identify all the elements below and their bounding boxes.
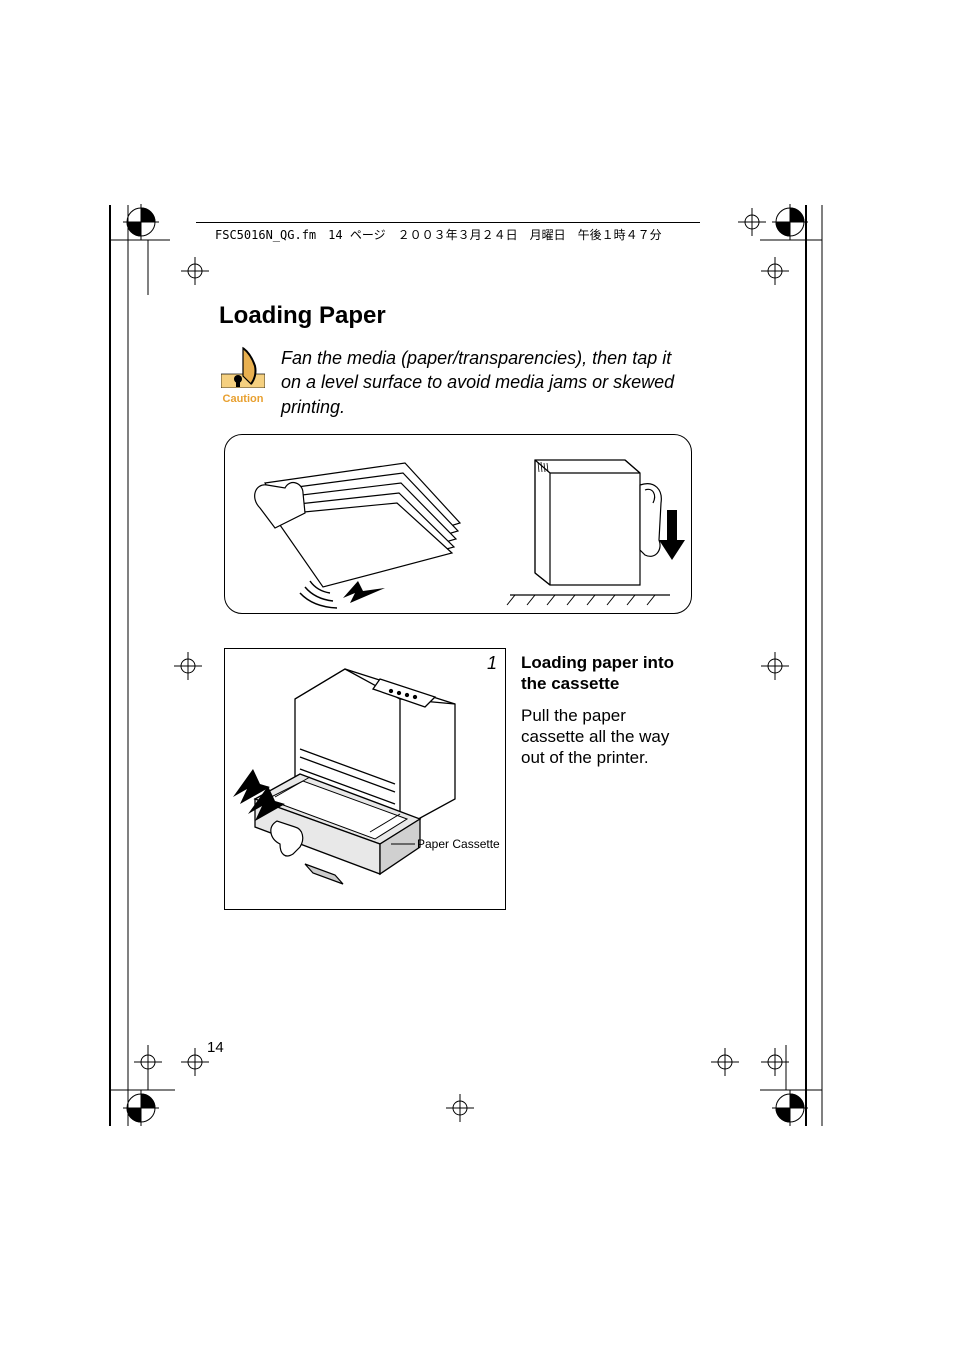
caution-text: Fan the media (paper/transparencies), th… — [281, 346, 689, 419]
caution-block: Caution Fan the media (paper/transparenc… — [219, 346, 689, 419]
step-1-text: Loading paper into the cassette Pull the… — [521, 652, 693, 768]
caution-label: Caution — [219, 393, 267, 405]
step-number: 1 — [487, 653, 497, 674]
page: FSC5016N_QG.fm 14 ページ ２００３年３月２４日 月曜日 午後１… — [0, 0, 954, 1351]
header-rule — [196, 222, 700, 223]
step-1-body: Pull the paper cassette all the way out … — [521, 705, 693, 769]
caution-icon — [221, 346, 265, 388]
step-1-block: 1 — [224, 648, 506, 910]
step-1-title: Loading paper into the cassette — [521, 652, 693, 695]
caution-icon-wrap: Caution — [219, 346, 267, 405]
page-title: Loading Paper — [219, 302, 386, 330]
fan-media-illustration — [224, 434, 692, 614]
paper-cassette-label: Paper Cassette — [417, 837, 500, 851]
page-number: 14 — [207, 1039, 224, 1056]
step-1-figure: 1 — [224, 648, 506, 910]
header-filename: FSC5016N_QG.fm 14 ページ ２００３年３月２４日 月曜日 午後１… — [215, 226, 662, 243]
